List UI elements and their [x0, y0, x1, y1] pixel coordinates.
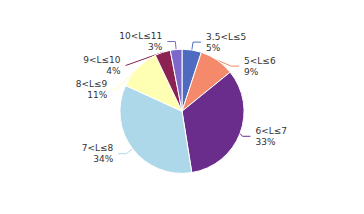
svg-text:3%: 3% — [148, 42, 163, 52]
svg-text:34%: 34% — [93, 154, 113, 164]
svg-text:5<L≤6: 5<L≤6 — [244, 56, 276, 66]
svg-text:8<L≤9: 8<L≤9 — [76, 79, 108, 89]
svg-text:9%: 9% — [244, 67, 259, 77]
svg-text:5%: 5% — [206, 43, 221, 53]
svg-text:6<L≤7: 6<L≤7 — [255, 126, 287, 136]
svg-text:7<L≤8: 7<L≤8 — [82, 143, 114, 153]
svg-text:11%: 11% — [87, 90, 107, 100]
svg-text:3.5<L≤5: 3.5<L≤5 — [206, 32, 246, 42]
svg-text:4%: 4% — [106, 66, 121, 76]
svg-text:10<L≤11: 10<L≤11 — [119, 31, 162, 41]
svg-text:33%: 33% — [255, 137, 275, 147]
svg-text:9<L≤10: 9<L≤10 — [83, 55, 121, 65]
